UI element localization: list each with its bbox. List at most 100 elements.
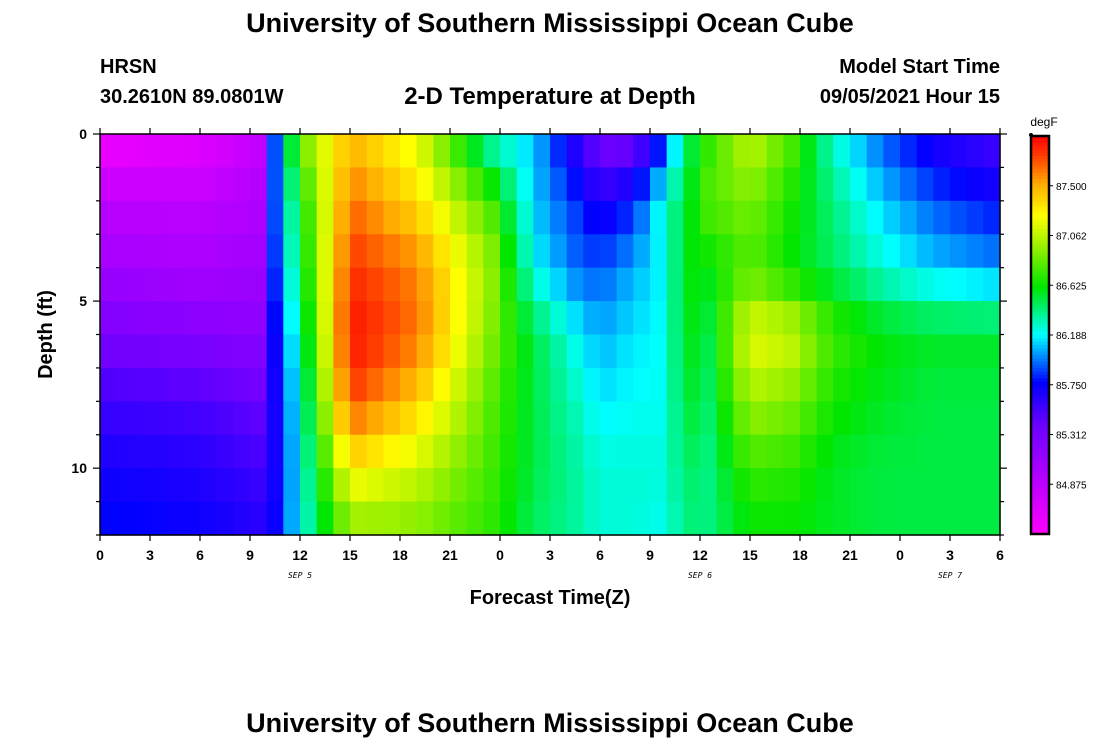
heatmap-cell	[633, 334, 651, 369]
heatmap-cell	[350, 367, 368, 402]
heatmap-cell	[216, 401, 234, 436]
heatmap-cell	[433, 301, 451, 336]
heatmap-cell	[383, 200, 401, 235]
heatmap-cell	[516, 367, 534, 402]
heatmap-cell	[550, 401, 568, 436]
heatmap-cell	[650, 434, 668, 469]
heatmap-cell	[500, 167, 518, 202]
heatmap-cell	[350, 301, 368, 336]
colorbar-segment	[1031, 252, 1049, 256]
heatmap-cell	[266, 468, 284, 503]
heatmap-cell	[216, 367, 234, 402]
heatmap-cell	[483, 234, 501, 269]
heatmap-cell	[466, 234, 484, 269]
heatmap-cell	[883, 434, 901, 469]
heatmap-cell	[533, 267, 551, 302]
heatmap-cell	[550, 468, 568, 503]
colorbar: 87.500 87.062 86.625 86.188 85.750 85.312 84.8…	[1029, 133, 1087, 536]
heatmap-cell	[133, 367, 151, 402]
heatmap-cell	[450, 501, 468, 536]
colorbar-segment	[1031, 514, 1049, 519]
heatmap-cell	[983, 468, 1001, 503]
heatmap-cell	[766, 401, 784, 436]
colorbar-segment	[1031, 185, 1049, 190]
heatmap-cell	[316, 501, 334, 536]
colorbar-segment	[1031, 524, 1049, 528]
heatmap-cell	[550, 167, 568, 202]
heatmap-cell	[833, 434, 851, 469]
heatmap-cell	[783, 301, 801, 336]
x-tick-label: 21	[842, 547, 858, 563]
heatmap-cell	[883, 334, 901, 369]
colorbar-segment	[1031, 271, 1049, 276]
heatmap-cell	[166, 334, 184, 369]
heatmap-cell	[950, 334, 968, 369]
heatmap-cell	[650, 267, 668, 302]
colorbar-segment	[1031, 139, 1049, 144]
heatmap-cell	[183, 367, 201, 402]
colorbar-tick-label: 86.625	[1056, 281, 1087, 292]
heatmap-cell	[783, 367, 801, 402]
heatmap-cell	[616, 401, 634, 436]
heatmap-cell	[666, 501, 684, 536]
heatmap-cell	[333, 334, 351, 369]
heatmap-cell	[966, 334, 984, 369]
heatmap-cell	[166, 401, 184, 436]
heatmap-cell	[383, 234, 401, 269]
heatmap-cell	[516, 468, 534, 503]
colorbar-segment	[1031, 331, 1049, 336]
heatmap-cell	[750, 267, 768, 302]
heatmap-cell	[666, 301, 684, 336]
heatmap-cell	[266, 267, 284, 302]
heatmap-cell	[316, 401, 334, 436]
heatmap-cell	[166, 367, 184, 402]
heatmap-cell	[166, 434, 184, 469]
heatmap-cell	[966, 367, 984, 402]
heatmap-cell	[266, 234, 284, 269]
colorbar-segment	[1031, 427, 1049, 432]
heatmap-cell	[383, 267, 401, 302]
heatmap-cell	[766, 367, 784, 402]
heatmap-cell	[733, 267, 751, 302]
heatmap-cell	[233, 334, 251, 369]
heatmap-cell	[633, 200, 651, 235]
heatmap-cell	[533, 468, 551, 503]
heatmap-cell	[333, 401, 351, 436]
heatmap-cell	[583, 267, 601, 302]
heatmap-cell	[750, 468, 768, 503]
heatmap-cell	[950, 134, 968, 169]
heatmap-cell	[166, 167, 184, 202]
heatmap-cell	[766, 234, 784, 269]
heatmap-cell	[316, 167, 334, 202]
heatmap-cell	[483, 501, 501, 536]
colorbar-segment	[1031, 159, 1049, 164]
heatmap-cell	[650, 401, 668, 436]
heatmap-cell	[116, 468, 134, 503]
heatmap-cell	[116, 267, 134, 302]
heatmap-cell	[500, 267, 518, 302]
model-start-value: 09/05/2021 Hour 15	[819, 86, 1000, 108]
heatmap-cell	[750, 334, 768, 369]
colorbar-segment	[1031, 235, 1049, 240]
heatmap-cell	[616, 367, 634, 402]
heatmap-cell	[833, 234, 851, 269]
heatmap-cell	[850, 501, 868, 536]
heatmap-cell	[533, 367, 551, 402]
colorbar-segment	[1031, 338, 1049, 343]
heatmap-cell	[966, 134, 984, 169]
colorbar-segment	[1031, 199, 1049, 203]
heatmap-cell	[216, 434, 234, 469]
heatmap-cell	[300, 401, 318, 436]
heatmap-cell	[300, 301, 318, 336]
heatmap-cell	[750, 301, 768, 336]
heatmap-cell	[283, 134, 301, 169]
heatmap-cell	[800, 401, 818, 436]
colorbar-segment	[1031, 364, 1049, 369]
heatmap-cell	[866, 434, 884, 469]
heatmap-cell	[416, 167, 434, 202]
colorbar-tick-label: 85.750	[1056, 381, 1087, 392]
colorbar-segment	[1031, 361, 1049, 366]
heatmap-cell	[933, 134, 951, 169]
heatmap-cell	[433, 334, 451, 369]
heatmap-cell	[200, 234, 218, 269]
